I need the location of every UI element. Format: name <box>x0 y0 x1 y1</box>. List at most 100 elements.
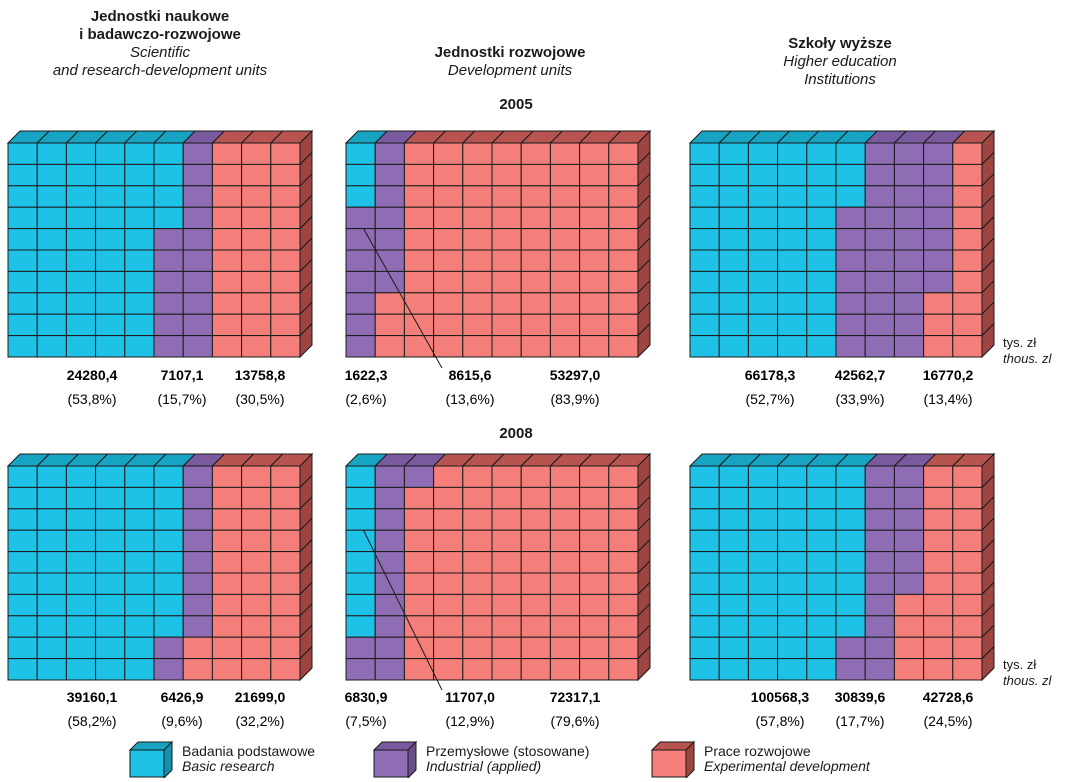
waffle-cell <box>689 292 720 315</box>
waffle-cell <box>241 658 272 681</box>
waffle-cell <box>433 486 464 510</box>
waffle-panel: 6830,9 (7,5%) 11707,0 (12,9%) 72317,1 (79,6%) <box>345 452 652 729</box>
waffle-cell <box>153 313 184 337</box>
waffle-cell <box>835 270 866 294</box>
waffle-cell <box>241 335 272 358</box>
waffle-cell <box>7 658 38 681</box>
waffle-cell <box>462 636 493 660</box>
waffle-cell <box>211 615 243 638</box>
waffle-cell <box>462 551 493 574</box>
waffle-cell <box>893 615 925 638</box>
waffle-cell <box>549 313 581 337</box>
waffle-cell <box>923 551 954 574</box>
waffle-cell <box>462 163 493 187</box>
value-label: 53297,0 <box>550 367 601 383</box>
waffle-cell <box>835 228 866 251</box>
waffle-cell <box>462 615 493 638</box>
waffle-cell <box>153 142 184 165</box>
waffle-cell <box>747 249 779 272</box>
waffle-cell <box>65 508 97 531</box>
waffle-cell <box>211 593 243 617</box>
waffle-cell <box>864 658 895 681</box>
waffle-cell <box>211 206 243 230</box>
percent-label: (13,6%) <box>445 391 494 407</box>
waffle-cell <box>270 249 301 272</box>
waffle-cell <box>374 206 405 230</box>
waffle-cell <box>36 142 67 165</box>
waffle-cell <box>153 163 184 187</box>
waffle-cell <box>893 658 925 681</box>
waffle-cell <box>923 292 954 315</box>
waffle-cell <box>345 206 376 230</box>
waffle-cell <box>153 658 184 681</box>
waffle-cell <box>7 465 38 488</box>
waffle-cell <box>747 292 779 315</box>
waffle-cell <box>579 185 610 208</box>
waffle-cell <box>579 486 610 510</box>
waffle-cell <box>747 572 779 595</box>
waffle-cell <box>520 335 551 358</box>
waffle-cell <box>182 228 213 251</box>
waffle-cell <box>491 270 522 294</box>
waffle-cell <box>124 465 155 488</box>
waffle-cell <box>689 658 720 681</box>
waffle-cell <box>491 572 522 595</box>
waffle-cell <box>491 206 522 230</box>
waffle-cell <box>65 593 97 617</box>
waffle-cell <box>579 142 610 165</box>
waffle-cell <box>777 335 808 358</box>
waffle-cell <box>579 313 610 337</box>
waffle-cell <box>65 335 97 358</box>
waffle-cell <box>182 658 213 681</box>
waffle-cell <box>491 142 522 165</box>
waffle-cell <box>270 636 301 660</box>
waffle-cell <box>923 313 954 337</box>
waffle-cell <box>241 615 272 638</box>
waffle-cell <box>211 508 243 531</box>
waffle-cell <box>608 615 639 638</box>
waffle-cell <box>211 572 243 595</box>
waffle-cell <box>182 572 213 595</box>
waffle-cell <box>747 529 779 553</box>
waffle-cell <box>270 313 301 337</box>
waffle-cell <box>153 270 184 294</box>
waffle-cell <box>747 335 779 358</box>
waffle-cell <box>433 529 464 553</box>
waffle-cell <box>36 292 67 315</box>
waffle-cell <box>491 551 522 574</box>
waffle-cell <box>835 249 866 272</box>
waffle-cell <box>491 486 522 510</box>
waffle-cell <box>7 292 38 315</box>
unit-pl: tys. zł <box>1003 335 1037 350</box>
waffle-cell <box>65 486 97 510</box>
waffle-cell <box>36 270 67 294</box>
waffle-cell <box>403 270 435 294</box>
waffle-cell <box>403 292 435 315</box>
waffle-cell <box>835 551 866 574</box>
waffle-cell <box>65 465 97 488</box>
waffle-cell <box>549 658 581 681</box>
legend-label-pl: Badania podstawowe <box>182 743 316 759</box>
waffle-cell <box>718 313 749 337</box>
waffle-cell <box>403 163 435 187</box>
waffle-cell <box>608 551 639 574</box>
waffle-cell <box>923 572 954 595</box>
waffle-cell <box>923 270 954 294</box>
waffle-cell <box>462 335 493 358</box>
waffle-cell <box>153 572 184 595</box>
waffle-cell <box>374 163 405 187</box>
waffle-cell <box>491 335 522 358</box>
value-label: 42728,6 <box>923 689 974 705</box>
waffle-cell <box>124 615 155 638</box>
waffle-cell <box>462 142 493 165</box>
waffle-cell <box>36 615 67 638</box>
waffle-cell <box>270 529 301 553</box>
waffle-cell <box>270 658 301 681</box>
waffle-cell <box>65 249 97 272</box>
waffle-cell <box>689 313 720 337</box>
value-label: 16770,2 <box>923 367 974 383</box>
waffle-cell <box>211 636 243 660</box>
waffle-cell <box>462 185 493 208</box>
waffle-cell <box>95 270 126 294</box>
waffle-cell <box>952 335 983 358</box>
